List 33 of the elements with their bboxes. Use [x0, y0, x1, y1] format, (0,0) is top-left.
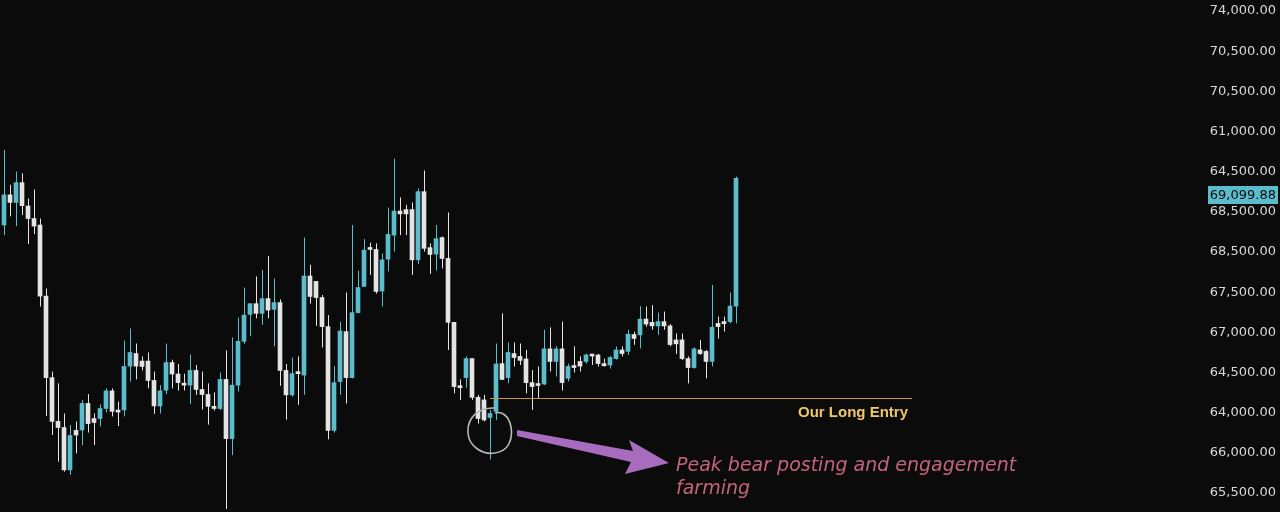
candlestick: [535, 365, 541, 399]
candlestick: [211, 391, 217, 412]
candlestick: [205, 382, 211, 426]
text: 69,099.88: [1209, 187, 1276, 203]
candlestick: [199, 371, 205, 411]
text: 70,500.00: [1209, 42, 1276, 58]
candlestick: [571, 345, 577, 374]
candlestick: [271, 278, 277, 347]
text: 64,000.00: [1209, 404, 1276, 420]
text: 67,500.00: [1209, 283, 1276, 299]
text: 70,500.00: [1209, 82, 1276, 98]
ref-line-label: Our Long Entry: [798, 402, 909, 420]
text: 68,500.00: [1209, 243, 1276, 259]
text: 74,000.00: [1209, 2, 1276, 18]
candlestick: [91, 413, 97, 446]
annotation: Peak bear posting and engagement farming: [676, 453, 1018, 499]
candlestick: [517, 343, 523, 366]
text: 66,000.00: [1209, 444, 1276, 460]
candlestick: [295, 355, 301, 406]
text: 68,500.00: [1209, 203, 1276, 219]
candlestick: [529, 369, 535, 411]
text: 64,500.00: [1209, 163, 1276, 179]
candlestick: [367, 242, 373, 276]
candlestick: [247, 303, 253, 337]
text: 61,000.00: [1209, 122, 1276, 138]
candlestick: [511, 341, 517, 367]
candlestick: [457, 378, 463, 401]
text: 67,000.00: [1209, 323, 1276, 339]
candlestick: [487, 409, 493, 460]
candlestick: [427, 242, 433, 275]
text: 64,500.00: [1209, 363, 1276, 379]
candlestick: [253, 275, 259, 319]
text: 65,500.00: [1209, 484, 1276, 500]
